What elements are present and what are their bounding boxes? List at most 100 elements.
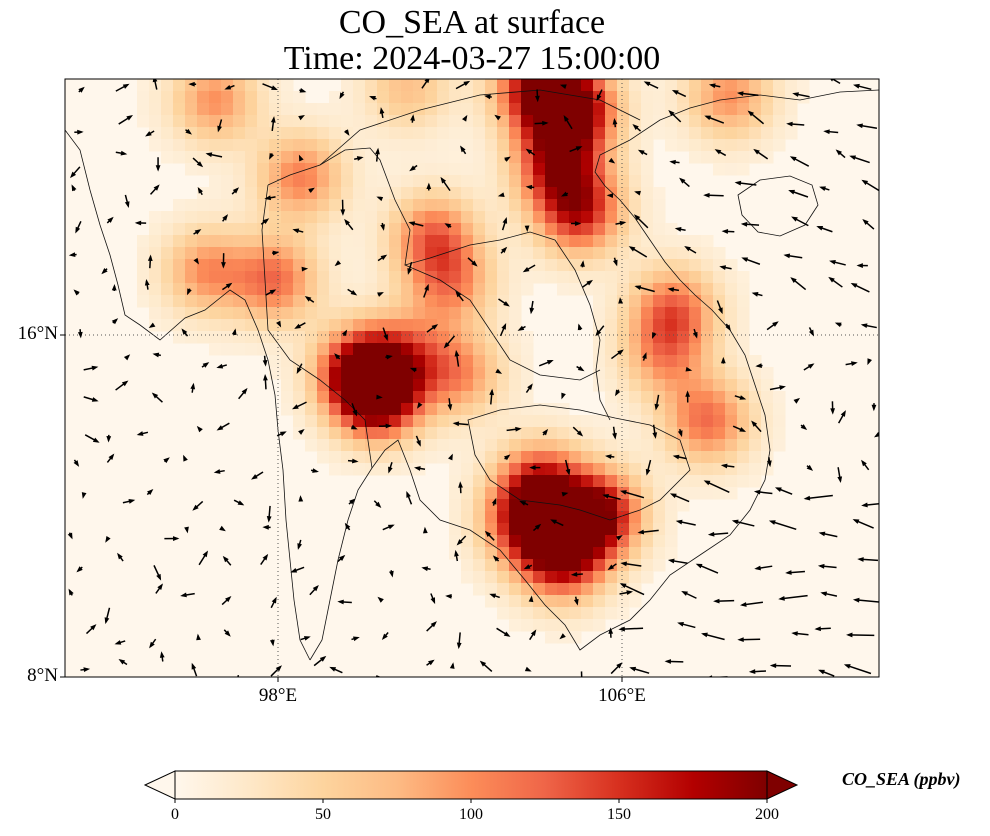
co-cell bbox=[509, 151, 522, 164]
wind-arrow bbox=[388, 462, 393, 474]
co-cell bbox=[365, 247, 378, 260]
wind-arrow bbox=[769, 663, 792, 669]
co-cell bbox=[233, 151, 246, 164]
co-cell bbox=[677, 439, 690, 452]
wind-arrow bbox=[612, 117, 618, 128]
co-cell bbox=[389, 235, 402, 248]
co-cell bbox=[617, 463, 630, 476]
co-cell bbox=[185, 127, 198, 140]
co-cell bbox=[401, 175, 414, 188]
co-cell bbox=[341, 283, 354, 296]
wind-arrow bbox=[517, 325, 526, 331]
co-cell bbox=[341, 427, 354, 440]
co-cell bbox=[497, 451, 510, 464]
wind-arrow bbox=[843, 664, 872, 675]
co-cell bbox=[473, 475, 486, 488]
co-cell bbox=[449, 79, 462, 92]
wind-arrow bbox=[786, 121, 805, 127]
wind-arrow bbox=[152, 79, 158, 90]
wind-arrow bbox=[118, 115, 134, 125]
co-cell bbox=[245, 343, 258, 356]
co-cell bbox=[545, 499, 558, 512]
co-cell bbox=[413, 91, 426, 104]
co-cell bbox=[641, 247, 654, 260]
co-cell bbox=[605, 103, 618, 116]
co-cell bbox=[461, 559, 474, 572]
wind-arrow bbox=[224, 84, 235, 90]
co-cell bbox=[317, 403, 330, 416]
co-cell bbox=[197, 319, 210, 332]
co-cell bbox=[737, 415, 750, 428]
co-cell bbox=[401, 403, 414, 416]
co-cell bbox=[425, 91, 438, 104]
co-cell bbox=[785, 127, 798, 140]
co-cell bbox=[545, 607, 558, 620]
co-cell bbox=[197, 235, 210, 248]
co-cell bbox=[353, 259, 366, 272]
co-cell bbox=[365, 319, 378, 332]
co-cell bbox=[389, 439, 402, 452]
co-cell bbox=[437, 415, 450, 428]
co-cell bbox=[509, 511, 522, 524]
co-cell bbox=[317, 391, 330, 404]
co-cell bbox=[749, 439, 762, 452]
co-cell bbox=[569, 487, 582, 500]
wind-arrow bbox=[351, 636, 360, 642]
co-cell bbox=[725, 79, 738, 92]
co-cell bbox=[605, 583, 618, 596]
wind-arrow bbox=[219, 525, 226, 532]
co-cell bbox=[773, 79, 786, 92]
co-cell bbox=[461, 511, 474, 524]
co-cell bbox=[413, 319, 426, 332]
co-cell bbox=[689, 463, 702, 476]
co-cell bbox=[737, 463, 750, 476]
co-cell bbox=[533, 175, 546, 188]
co-cell bbox=[581, 103, 594, 116]
co-cell bbox=[737, 151, 750, 164]
wind-arrow bbox=[829, 260, 846, 266]
co-cell bbox=[713, 331, 726, 344]
co-cell bbox=[221, 115, 234, 128]
co-cell bbox=[701, 307, 714, 320]
co-cell bbox=[521, 487, 534, 500]
co-cell bbox=[509, 259, 522, 272]
wind-arrow bbox=[300, 636, 311, 641]
co-cell bbox=[617, 91, 630, 104]
co-cell bbox=[533, 571, 546, 584]
wind-arrow bbox=[417, 402, 423, 409]
co-cell bbox=[317, 139, 330, 152]
co-cell bbox=[281, 115, 294, 128]
co-cell bbox=[185, 235, 198, 248]
wind-arrow bbox=[269, 639, 275, 647]
co-cell bbox=[305, 235, 318, 248]
co-cell bbox=[209, 331, 222, 344]
co-cell bbox=[473, 511, 486, 524]
colorbar-min-extend bbox=[143, 770, 176, 800]
wind-arrow bbox=[608, 157, 616, 164]
co-cell bbox=[209, 223, 222, 236]
co-cell bbox=[245, 103, 258, 116]
wind-arrow bbox=[223, 629, 231, 637]
co-cell bbox=[497, 427, 510, 440]
co-cell bbox=[485, 163, 498, 176]
co-cell bbox=[437, 103, 450, 116]
wind-arrow bbox=[534, 120, 549, 126]
wind-arrow bbox=[524, 666, 532, 672]
co-cell bbox=[389, 103, 402, 116]
co-cell bbox=[653, 547, 666, 560]
co-cell bbox=[341, 79, 354, 92]
co-cell bbox=[281, 235, 294, 248]
wind-arrow bbox=[732, 425, 747, 432]
co-cell bbox=[653, 367, 666, 380]
wind-arrow bbox=[458, 481, 463, 494]
wind-arrow bbox=[123, 354, 131, 361]
co-cell bbox=[389, 355, 402, 368]
co-cell bbox=[341, 415, 354, 428]
co-cell bbox=[545, 463, 558, 476]
co-cell bbox=[281, 187, 294, 200]
wind-arrow bbox=[238, 387, 248, 400]
colorbar bbox=[60, 334, 799, 803]
co-cell bbox=[497, 535, 510, 548]
co-cell bbox=[521, 523, 534, 536]
co-cell bbox=[545, 115, 558, 128]
